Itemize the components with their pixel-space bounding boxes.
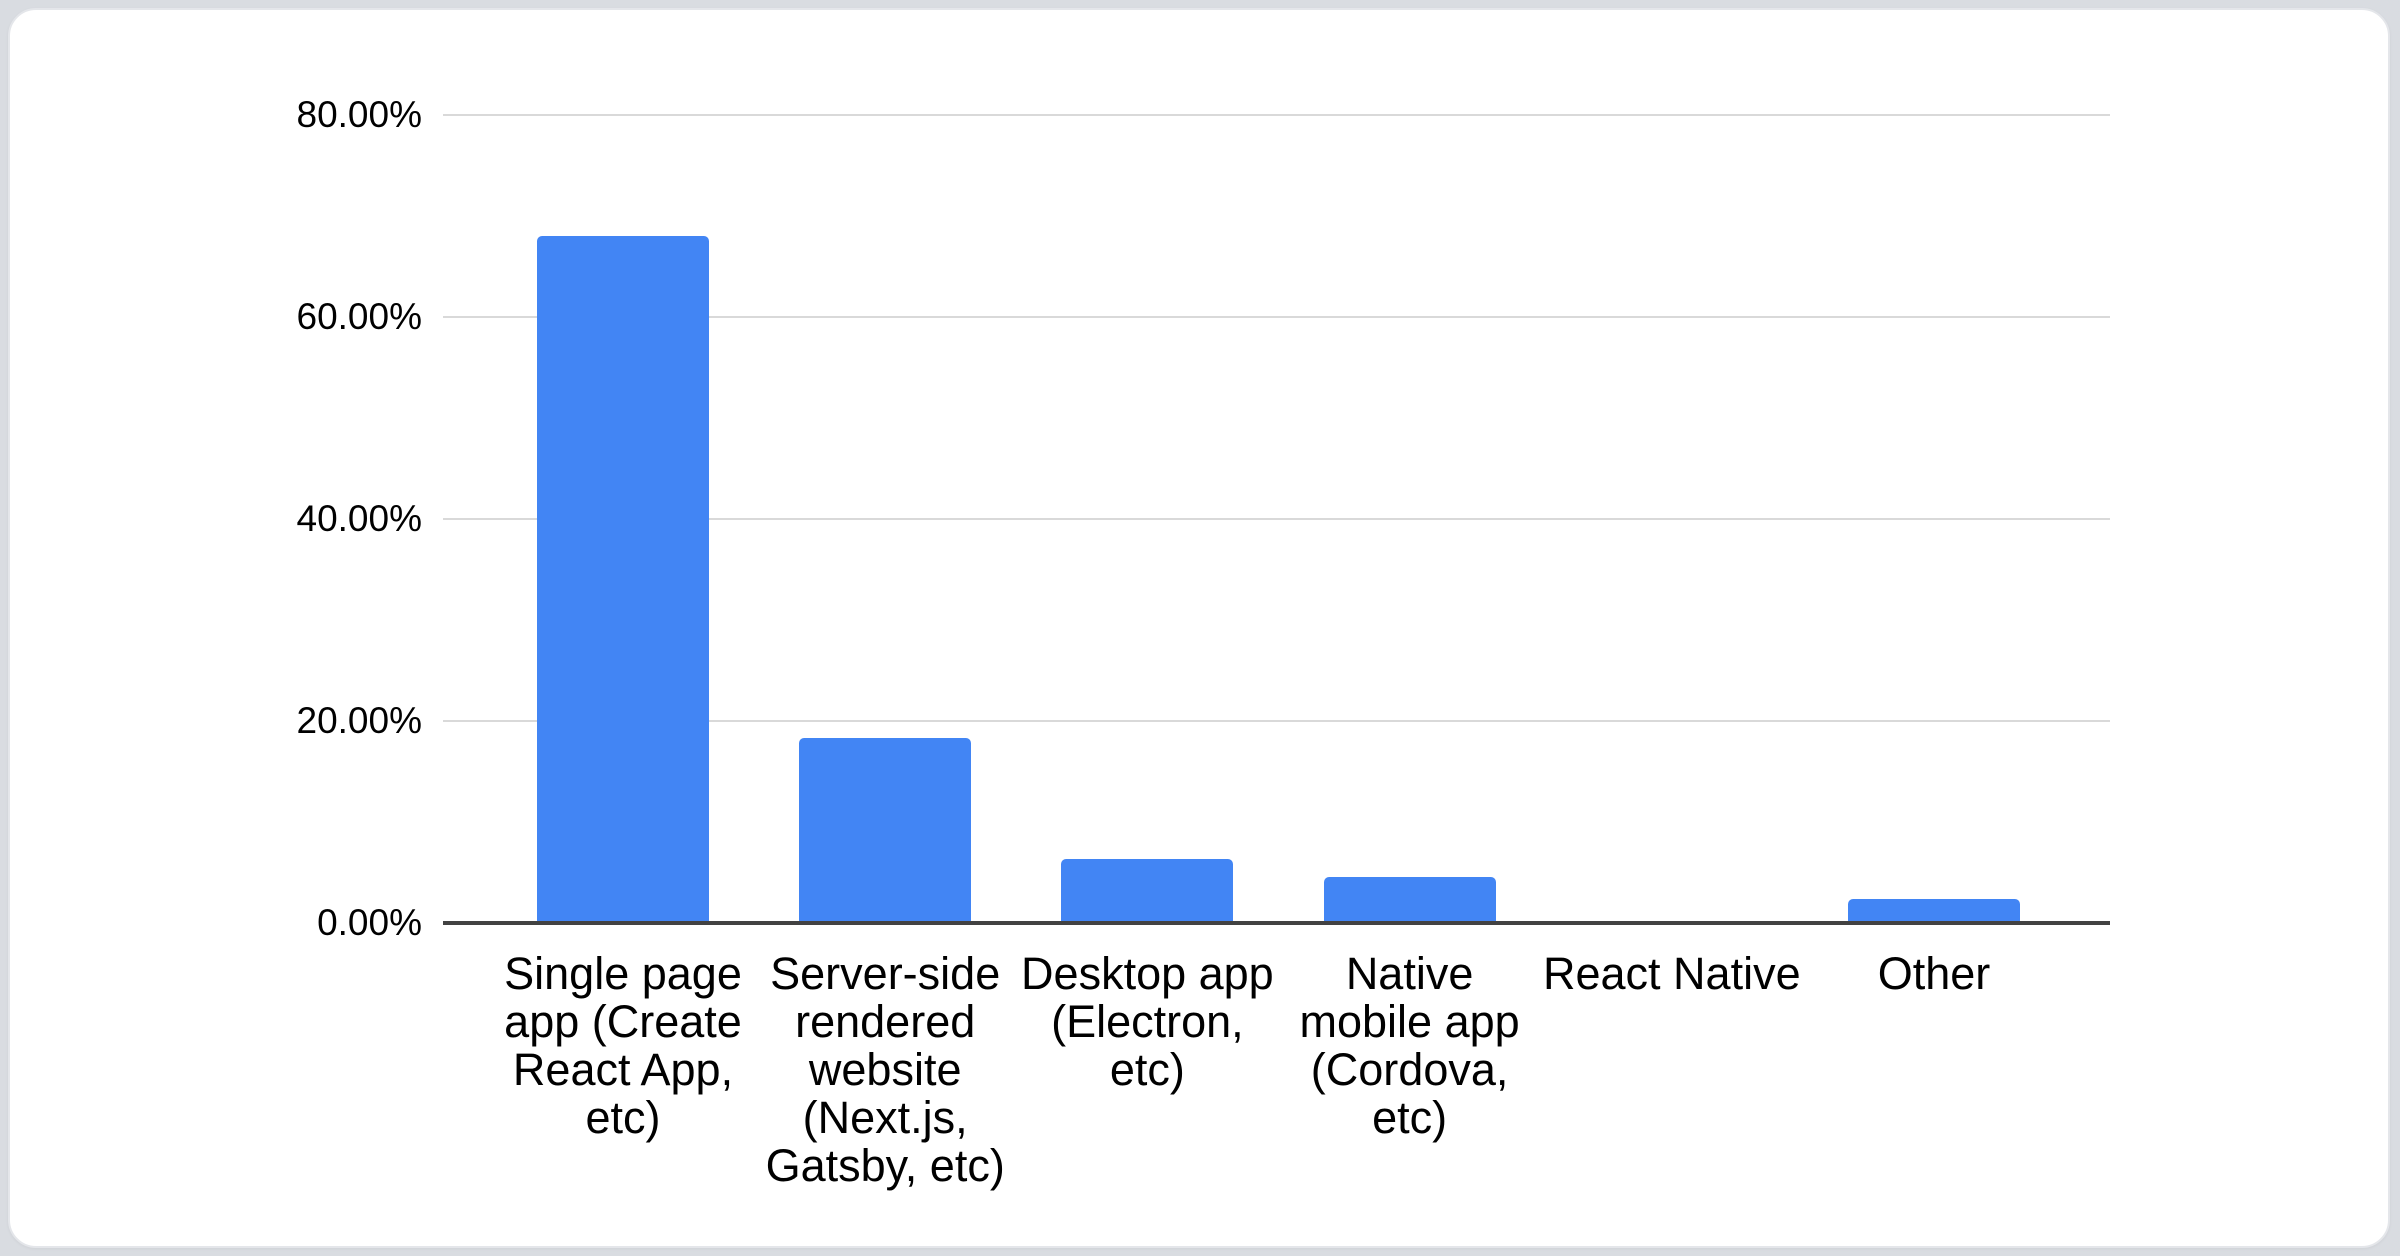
bar-desktop-app[interactable] bbox=[1061, 859, 1234, 923]
bar-native-mobile-app[interactable] bbox=[1323, 876, 1496, 923]
bar-server-side-rendered-website[interactable] bbox=[799, 738, 972, 923]
y-axis-tick-0.00%: 0.00% bbox=[317, 902, 422, 943]
x-axis-label-desktop-app: Desktop app (Electron, etc) bbox=[1021, 948, 1274, 1095]
y-axis-tick-20.00%: 20.00% bbox=[296, 700, 423, 741]
x-axis-label-server-side-rendered-website: Server-side rendered website (Next.js, G… bbox=[765, 948, 1005, 1191]
bar-other[interactable] bbox=[1848, 898, 2020, 923]
x-axis-label-single-page-app: Single page app (Create React App, etc) bbox=[504, 948, 742, 1143]
x-axis-label-react-native: React Native bbox=[1542, 948, 1801, 999]
gridline-60.00% bbox=[443, 316, 2110, 318]
x-axis-label-native-mobile-app: Native mobile app (Cordova, etc) bbox=[1299, 948, 1520, 1143]
x-axis-label-other: Other bbox=[1877, 948, 1991, 999]
y-axis-tick-80.00%: 80.00% bbox=[296, 94, 423, 135]
y-axis-tick-40.00%: 40.00% bbox=[296, 498, 423, 539]
y-axis-tick-60.00%: 60.00% bbox=[296, 296, 423, 337]
gridline-20.00% bbox=[443, 720, 2110, 722]
gridline-40.00% bbox=[443, 518, 2110, 520]
gridline-80.00% bbox=[443, 114, 2110, 116]
chart-card bbox=[8, 8, 2390, 1248]
x-axis-line bbox=[443, 921, 2110, 925]
bar-single-page-app[interactable] bbox=[537, 236, 709, 923]
